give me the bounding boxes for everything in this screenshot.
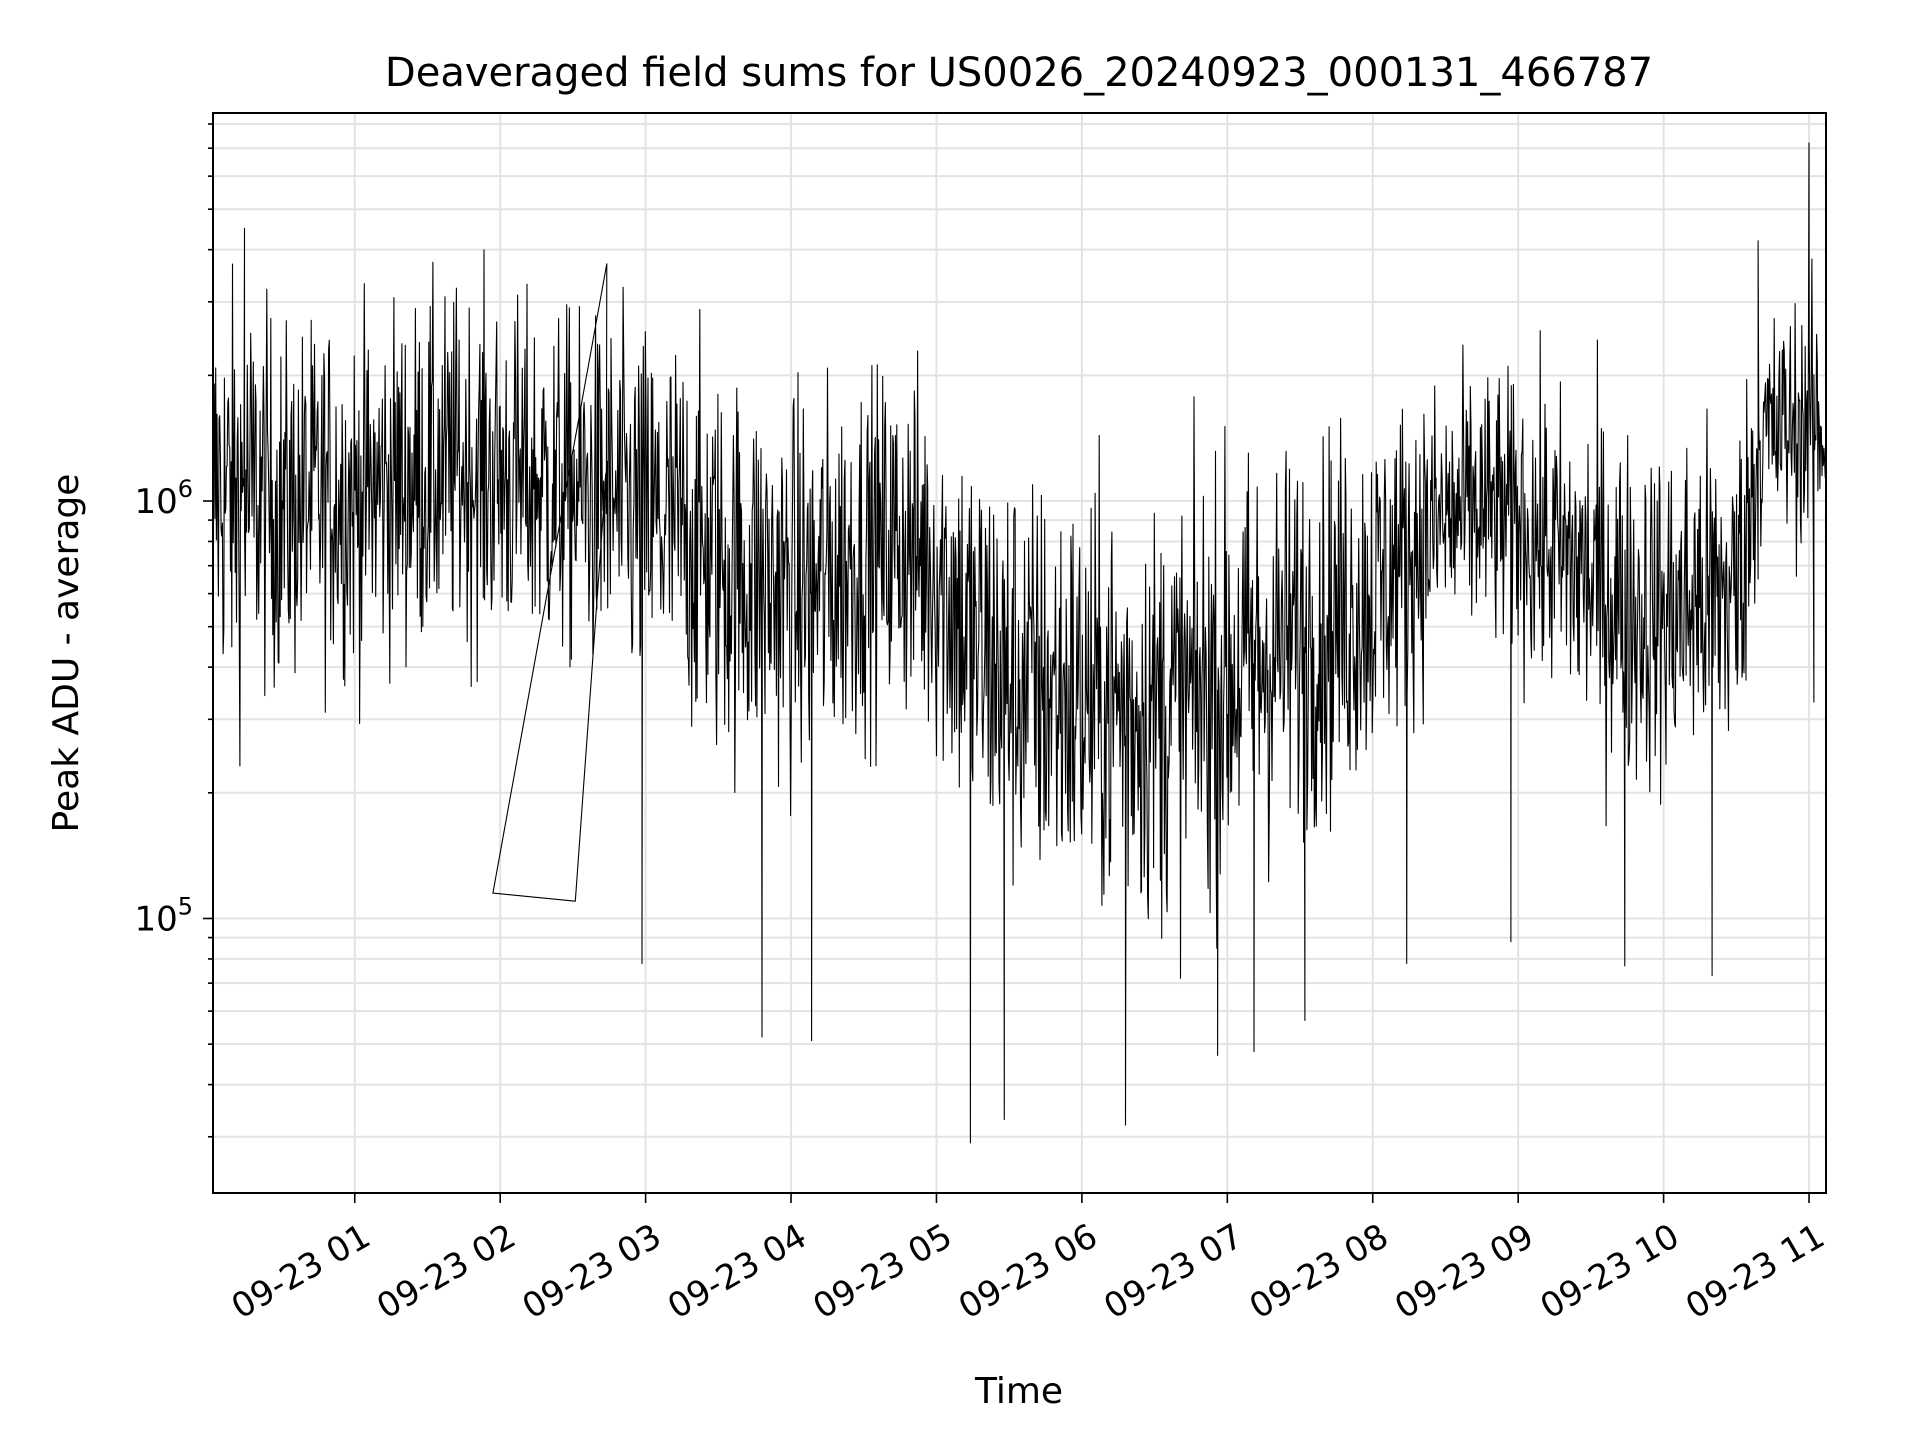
x-tick-label: 09-23 03	[516, 1216, 668, 1327]
x-tick-label: 09-23 01	[225, 1216, 377, 1327]
x-axis-label: Time	[974, 1371, 1063, 1412]
x-tick-label: 09-23 05	[807, 1216, 959, 1327]
grid	[213, 113, 1826, 1193]
x-tick-label: 09-23 08	[1243, 1216, 1395, 1327]
x-tick-label: 09-23 10	[1534, 1216, 1686, 1327]
series-line	[212, 142, 1827, 1144]
y-tick-label: 105	[134, 892, 193, 939]
x-tick-label: 09-23 07	[1097, 1216, 1249, 1327]
x-tick-label: 09-23 11	[1679, 1216, 1831, 1327]
x-tick-label: 09-23 02	[370, 1216, 522, 1327]
x-tick-label: 09-23 06	[952, 1216, 1104, 1327]
y-tick-label: 106	[134, 475, 193, 522]
chart-title: Deaveraged field sums for US0026_2024092…	[385, 50, 1653, 96]
plot-frame	[212, 112, 1827, 1194]
x-tick-label: 09-23 04	[661, 1216, 813, 1327]
y-axis-label: Peak ADU - average	[46, 474, 87, 833]
x-tick-label: 09-23 09	[1388, 1216, 1540, 1327]
data-series	[212, 142, 1827, 1144]
